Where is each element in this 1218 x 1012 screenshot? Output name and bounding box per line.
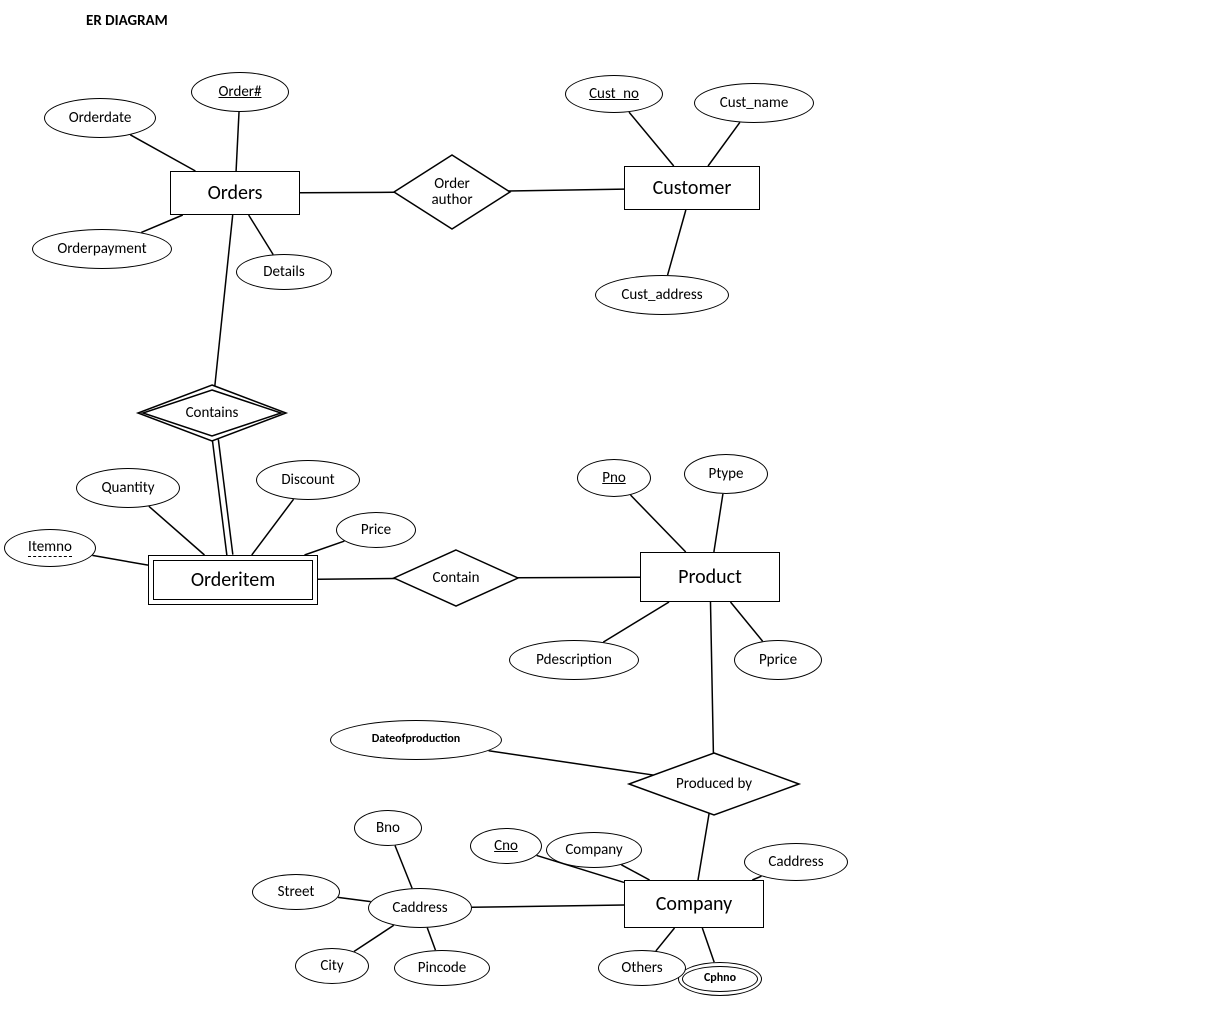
entity-product: Product	[640, 552, 780, 602]
attribute-label: Pprice	[759, 652, 797, 669]
attribute-label: Itemno	[28, 539, 72, 558]
attribute-pincode: Pincode	[394, 950, 490, 986]
attribute-cust_no: Cust_no	[565, 75, 663, 113]
attribute-label: Ptype	[709, 466, 744, 483]
attribute-label: Company	[565, 842, 622, 859]
attribute-label: Details	[263, 264, 304, 281]
attribute-quantity: Quantity	[76, 468, 180, 508]
attribute-cust_name: Cust_name	[694, 83, 814, 123]
attribute-dateofprod: Dateofproduction	[330, 720, 502, 760]
attribute-label: Bno	[376, 820, 400, 837]
diagram-title: ER DIAGRAM	[86, 12, 168, 30]
attribute-label: Cno	[494, 838, 518, 855]
attribute-others: Others	[598, 950, 686, 986]
attribute-label: Dateofproduction	[372, 733, 461, 746]
attribute-label: Price	[361, 522, 391, 539]
attribute-details: Details	[236, 254, 332, 290]
er-diagram-canvas: ER DIAGRAM Orders Customer Orderitem Produc…	[0, 0, 1218, 1012]
attribute-orderpayment: Orderpayment	[32, 229, 172, 269]
attribute-cno: Cno	[470, 828, 542, 864]
attribute-label: Pincode	[418, 960, 467, 977]
attribute-label: Street	[278, 884, 315, 901]
relationship-label: Contain	[429, 570, 484, 587]
entity-label: Company	[656, 892, 732, 916]
relationship-order_author: Orderauthor	[394, 155, 510, 229]
entity-orders: Orders	[170, 171, 300, 215]
attribute-label: Others	[621, 960, 662, 977]
attribute-discount: Discount	[256, 460, 360, 500]
attribute-caddress1: Caddress	[368, 888, 472, 928]
attribute-pno: Pno	[577, 459, 651, 497]
attribute-label: Pno	[602, 470, 626, 487]
attribute-pdescription: Pdescription	[509, 640, 639, 680]
entity-label: Orderitem	[191, 568, 275, 592]
entity-label: Orders	[208, 181, 263, 205]
attribute-label: Cust_address	[621, 287, 702, 304]
entity-customer: Customer	[624, 166, 760, 210]
entity-company: Company	[624, 880, 764, 928]
attribute-price: Price	[336, 512, 416, 548]
relationship-produced_by: Produced by	[629, 753, 799, 815]
attribute-label: Quantity	[101, 480, 154, 497]
attribute-label: Orderpayment	[57, 241, 146, 258]
entity-orderitem: Orderitem	[148, 555, 318, 605]
attribute-label: Cust_no	[589, 86, 639, 103]
relationship-contains: Contains	[138, 385, 286, 441]
relationship-label: Orderauthor	[427, 176, 476, 209]
attribute-bno: Bno	[354, 810, 422, 846]
attribute-itemno: Itemno	[4, 529, 96, 567]
attribute-label: Caddress	[768, 854, 823, 871]
relationship-label: Produced by	[672, 776, 756, 793]
attribute-ptype: Ptype	[684, 454, 768, 494]
attribute-label: City	[320, 958, 343, 975]
attribute-order_no: Order#	[191, 72, 289, 112]
attribute-label: Cphno	[704, 972, 736, 985]
relationship-contain: Contain	[394, 550, 518, 606]
attribute-city: City	[295, 948, 369, 984]
entity-label: Product	[678, 565, 742, 589]
attribute-label: Caddress	[392, 900, 447, 917]
attribute-label: Cust_name	[720, 95, 789, 112]
attribute-label: Order#	[218, 84, 261, 101]
attribute-cphno: Cphno	[678, 962, 762, 996]
attribute-caddress2: Caddress	[744, 843, 848, 881]
relationship-label: Contains	[182, 405, 243, 422]
attribute-pprice: Pprice	[734, 640, 822, 680]
attribute-label: Orderdate	[69, 110, 132, 127]
attribute-orderdate: Orderdate	[44, 98, 156, 138]
attribute-company_attr: Company	[546, 832, 642, 868]
attribute-cust_address: Cust_address	[595, 275, 729, 315]
attribute-street: Street	[252, 874, 340, 910]
attribute-label: Discount	[281, 472, 334, 489]
attribute-label: Pdescription	[536, 652, 612, 669]
entity-label: Customer	[653, 176, 732, 200]
